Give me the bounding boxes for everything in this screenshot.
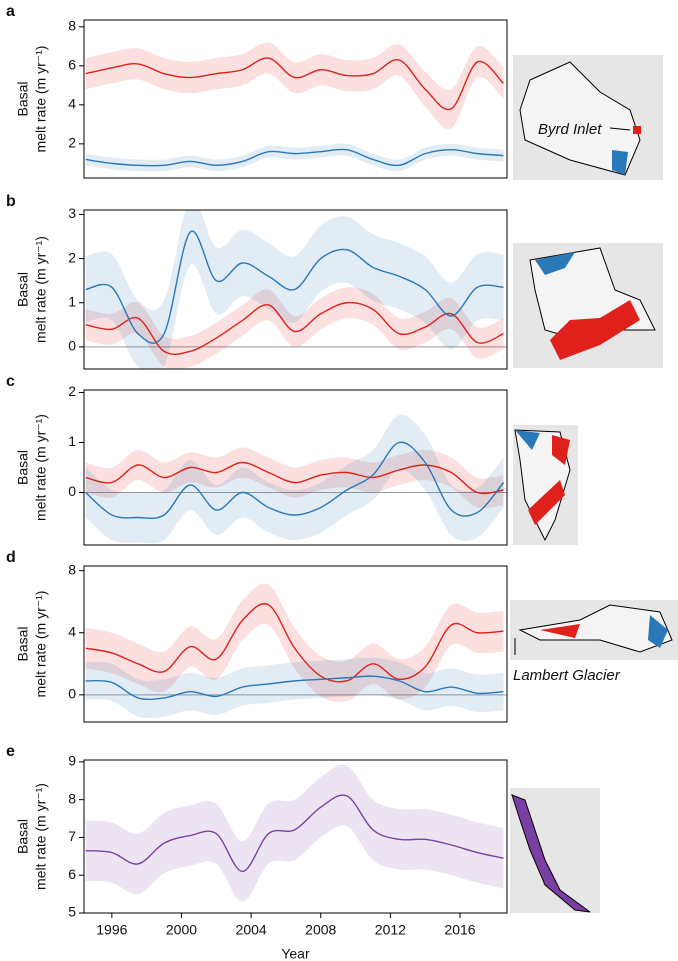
x-tick-label: 1996	[96, 922, 127, 938]
panel-letter: b	[6, 193, 16, 210]
y-axis-label: Basal	[15, 272, 31, 307]
y-tick-label: 0	[68, 483, 76, 499]
y-tick-label: 2	[68, 249, 76, 265]
y-tick-label: 3	[68, 205, 76, 221]
y-axis-label: Basal	[15, 81, 31, 116]
x-tick-label: 2012	[375, 922, 406, 938]
y-tick-label: 6	[68, 57, 76, 73]
panel-letter: c	[6, 373, 15, 390]
y-tick-label: 8	[68, 18, 76, 34]
y-tick-label: 0	[68, 686, 76, 702]
panel-letter: d	[6, 549, 16, 566]
x-tick-label: 2000	[166, 922, 197, 938]
y-axis-label: Basal	[15, 819, 31, 854]
y-tick-label: 4	[68, 96, 76, 112]
map-a	[513, 55, 663, 180]
plot-area	[84, 584, 507, 718]
y-tick-label: 7	[68, 828, 76, 844]
map-e	[510, 788, 600, 913]
y-tick-label: 2	[68, 383, 76, 399]
y-tick-label: 6	[68, 866, 76, 882]
y-tick-label: 9	[68, 753, 76, 769]
y-axis-label: melt rate (m yr⁻¹)	[33, 414, 49, 521]
plot-area	[86, 42, 504, 171]
map-annotation: Lambert Glacier	[513, 667, 621, 684]
y-axis-label: melt rate (m yr⁻¹)	[33, 46, 49, 153]
x-tick-label: 2004	[236, 922, 267, 938]
figure: aBasalmelt rate (m yr⁻¹)2468Byrd InletbB…	[0, 0, 678, 961]
plot-area	[84, 198, 507, 376]
y-axis-label: Basal	[15, 450, 31, 485]
y-axis-label: melt rate (m yr⁻¹)	[33, 236, 49, 343]
map-annotation: Byrd Inlet	[538, 121, 602, 138]
plot-area	[84, 415, 507, 544]
y-tick-label: 5	[68, 904, 76, 920]
plot-area	[86, 765, 504, 902]
x-tick-label: 2016	[444, 922, 475, 938]
y-tick-label: 8	[68, 561, 76, 577]
uncertainty-band	[86, 144, 504, 172]
y-tick-label: 1	[68, 293, 76, 309]
panel-letter: a	[6, 3, 15, 20]
x-axis-label: Year	[281, 946, 310, 961]
uncertainty-band	[86, 198, 504, 376]
y-tick-label: 8	[68, 790, 76, 806]
x-tick-label: 2008	[305, 922, 336, 938]
uncertainty-band	[86, 42, 504, 129]
y-tick-label: 0	[68, 338, 76, 354]
y-tick-label: 4	[68, 623, 76, 639]
map-c	[513, 425, 578, 545]
panel-letter: e	[6, 743, 15, 760]
y-axis-label: melt rate (m yr⁻¹)	[33, 591, 49, 698]
y-axis-label: Basal	[15, 626, 31, 661]
y-tick-label: 1	[68, 433, 76, 449]
y-axis-label: melt rate (m yr⁻¹)	[33, 783, 49, 890]
map-d	[510, 600, 678, 660]
uncertainty-band	[86, 765, 504, 902]
y-tick-label: 2	[68, 135, 76, 151]
map-b	[513, 243, 663, 368]
